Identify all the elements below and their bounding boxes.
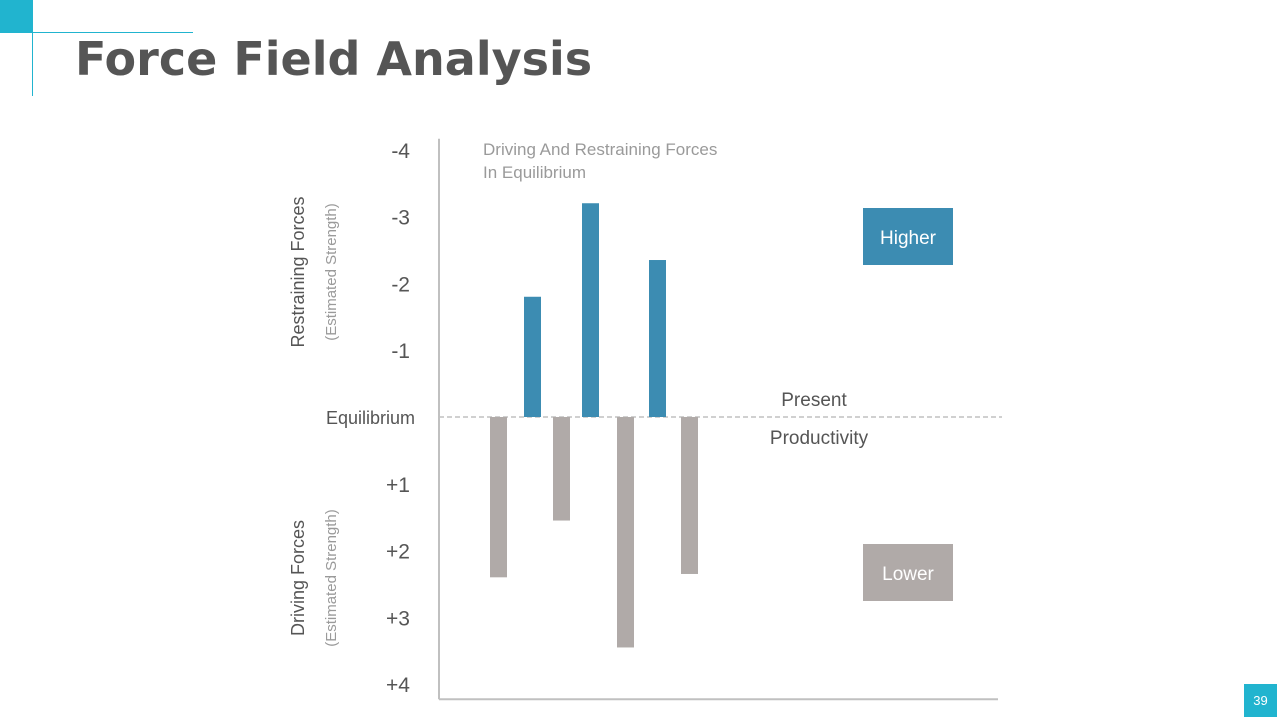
y-tick-label: +2 [386,541,410,564]
legend-label-higher: Higher [880,228,937,249]
y-axis-subtitle-driving: (Estimated Strength) [323,509,340,647]
y-tick-label: -3 [391,207,410,230]
y-tick-label: +1 [386,474,410,497]
corner-accent-horizontal-line [33,32,193,33]
driving-force-bar [617,417,634,648]
equilibrium-label-above: Present [781,390,847,411]
y-tick-label: -1 [391,340,410,363]
legend-label-lower: Lower [882,564,934,585]
y-tick-label: -4 [391,140,410,163]
restraining-force-bar [649,260,666,417]
corner-accent-square [0,0,33,33]
y-axis-title-restraining: Restraining Forces [288,196,308,347]
driving-force-bar [553,417,570,521]
chart-title-line: Driving And Restraining Forces [483,140,717,159]
legend-box-higher [863,208,953,265]
restraining-force-bar [582,203,599,417]
corner-accent-vertical-line [32,33,33,96]
page-number-badge: 39 [1244,684,1277,717]
driving-force-bar [681,417,698,574]
slide-title: Force Field Analysis [75,32,593,86]
legend-box-lower [863,544,953,601]
y-axis-title-driving: Driving Forces [288,520,308,636]
y-axis-subtitle-restraining: (Estimated Strength) [323,203,340,341]
y-tick-label-equilibrium: Equilibrium [326,408,415,428]
y-tick-label: +3 [386,607,410,630]
y-tick-label: -2 [391,273,410,296]
restraining-force-bar [524,296,541,417]
equilibrium-label-below: Productivity [770,428,869,449]
y-tick-label: +4 [386,674,410,697]
chart-title-line: In Equilibrium [483,163,586,182]
driving-force-bar [490,417,507,578]
